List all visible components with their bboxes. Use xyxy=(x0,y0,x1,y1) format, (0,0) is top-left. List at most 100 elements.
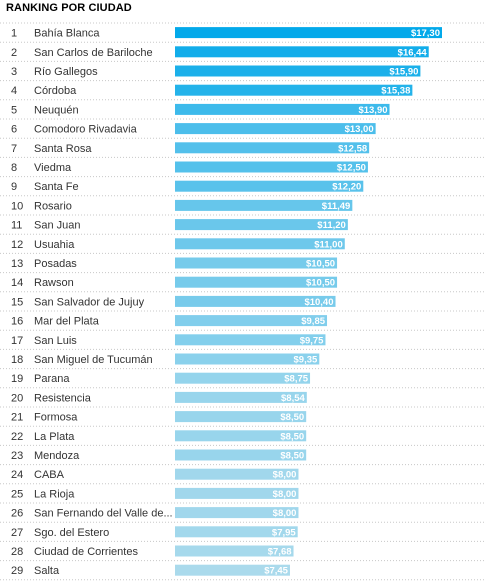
rank-label: 22 xyxy=(11,431,23,443)
bar xyxy=(175,65,421,77)
rank-label: 8 xyxy=(11,162,17,174)
rank-label: 3 xyxy=(11,66,17,78)
city-label: San Fernando del Valle de... xyxy=(34,508,173,520)
city-label: Salta xyxy=(34,565,60,577)
table-row: 21 Formosa $8,50 xyxy=(0,411,485,427)
rank-label: 16 xyxy=(11,316,23,328)
bar-value-label: $7,95 xyxy=(272,527,296,538)
bar xyxy=(175,449,307,461)
bar-value-label: $8,00 xyxy=(273,470,297,481)
bar xyxy=(175,353,320,365)
bar xyxy=(175,334,326,346)
bar xyxy=(175,219,348,231)
city-label: Córdoba xyxy=(34,85,77,97)
rank-label: 21 xyxy=(11,412,23,424)
rank-label: 19 xyxy=(11,373,23,385)
city-label: San Salvador de Jujuy xyxy=(34,296,145,308)
bar-value-label: $8,50 xyxy=(280,451,304,462)
city-label: Bahía Blanca xyxy=(34,28,100,40)
table-row: 5 Neuquén $13,90 xyxy=(0,103,485,120)
bar-value-label: $7,45 xyxy=(264,566,288,577)
table-row: 17 San Luis $9,75 xyxy=(0,334,485,350)
rank-label: 2 xyxy=(11,47,17,59)
rank-label: 9 xyxy=(11,181,17,193)
city-label: Sgo. del Estero xyxy=(34,527,109,539)
bar-value-label: $11,00 xyxy=(314,239,343,250)
city-label: La Plata xyxy=(34,431,75,443)
bar-value-label: $9,75 xyxy=(300,335,324,346)
city-label: Comodoro Rivadavia xyxy=(34,124,138,136)
table-row: 15 San Salvador de Jujuy $10,40 xyxy=(0,295,485,312)
table-row: 20 Resistencia $8,54 xyxy=(0,391,485,408)
table-row: 19 Parana $8,75 xyxy=(0,372,485,389)
rank-label: 28 xyxy=(11,546,23,558)
bar-value-label: $9,35 xyxy=(294,355,318,366)
rank-label: 14 xyxy=(11,277,23,289)
city-label: Formosa xyxy=(34,412,78,424)
bar xyxy=(175,46,429,58)
rank-label: 10 xyxy=(11,200,23,212)
bar-value-label: $9,85 xyxy=(301,316,325,327)
city-label: CABA xyxy=(34,469,65,481)
city-label: Neuquén xyxy=(34,104,79,116)
city-label: San Miguel de Tucumán xyxy=(34,354,153,366)
table-row: 12 Usuahia $11,00 xyxy=(0,238,485,254)
bar xyxy=(175,295,336,307)
bar-value-label: $8,00 xyxy=(273,489,297,500)
rank-label: 26 xyxy=(11,508,23,520)
table-row: 11 San Juan $11,20 xyxy=(0,219,485,235)
rank-label: 17 xyxy=(11,335,23,347)
bar-value-label: $8,54 xyxy=(281,393,305,404)
table-row: 1 Bahía Blanca $17,30 xyxy=(0,27,485,43)
bar xyxy=(175,372,311,384)
bar-value-label: $8,00 xyxy=(273,508,297,519)
table-row: 26 San Fernando del Valle de... $8,00 xyxy=(0,507,485,523)
table-row: 4 Córdoba $15,38 xyxy=(0,84,485,101)
table-row: 29 Salta $7,45 xyxy=(0,564,485,581)
table-row: 27 Sgo. del Estero $7,95 xyxy=(0,526,485,542)
rank-label: 27 xyxy=(11,527,23,539)
table-row: 28 Ciudad de Corrientes $7,68 xyxy=(0,545,485,562)
bar-value-label: $12,58 xyxy=(338,143,367,154)
bar xyxy=(175,142,370,154)
bar xyxy=(175,161,368,173)
bar-value-label: $12,20 xyxy=(332,182,361,193)
bar-value-label: $8,50 xyxy=(280,412,304,423)
table-row: 3 Río Gallegos $15,90 xyxy=(0,65,485,82)
bar-value-label: $10,50 xyxy=(306,278,335,289)
bar-value-label: $10,50 xyxy=(306,259,335,270)
rank-label: 20 xyxy=(11,392,23,404)
bar xyxy=(175,487,299,499)
bar xyxy=(175,84,413,96)
rank-label: 15 xyxy=(11,296,23,308)
city-label: San Luis xyxy=(34,335,77,347)
bar xyxy=(175,545,294,557)
bar xyxy=(175,199,353,211)
rank-label: 5 xyxy=(11,104,17,116)
city-label: Resistencia xyxy=(34,392,92,404)
table-row: 8 Viedma $12,50 xyxy=(0,161,485,178)
rank-label: 12 xyxy=(11,239,23,251)
bar xyxy=(175,27,442,39)
bar xyxy=(175,257,338,269)
bar-value-label: $13,00 xyxy=(345,124,374,135)
city-label: Ciudad de Corrientes xyxy=(34,546,138,558)
rank-label: 25 xyxy=(11,488,23,500)
rank-label: 29 xyxy=(11,565,23,577)
city-label: Río Gallegos xyxy=(34,66,98,78)
city-label: Santa Rosa xyxy=(34,143,92,155)
bar xyxy=(175,564,290,576)
rank-label: 11 xyxy=(11,220,22,232)
bar-value-label: $16,44 xyxy=(398,47,428,58)
rank-label: 1 xyxy=(11,28,17,40)
bar xyxy=(175,315,328,327)
table-row: 13 Posadas $10,50 xyxy=(0,257,485,274)
table-row: 22 La Plata $8,50 xyxy=(0,430,485,446)
bar-value-label: $7,68 xyxy=(268,547,292,558)
city-label: Viedma xyxy=(34,162,72,174)
table-row: 14 Rawson $10,50 xyxy=(0,276,485,293)
table-row: 6 Comodoro Rivadavia $13,00 xyxy=(0,123,485,139)
table-row: 24 CABA $8,00 xyxy=(0,468,485,485)
bar-value-label: $8,75 xyxy=(284,374,308,385)
bar-value-label: $15,38 xyxy=(381,86,410,97)
